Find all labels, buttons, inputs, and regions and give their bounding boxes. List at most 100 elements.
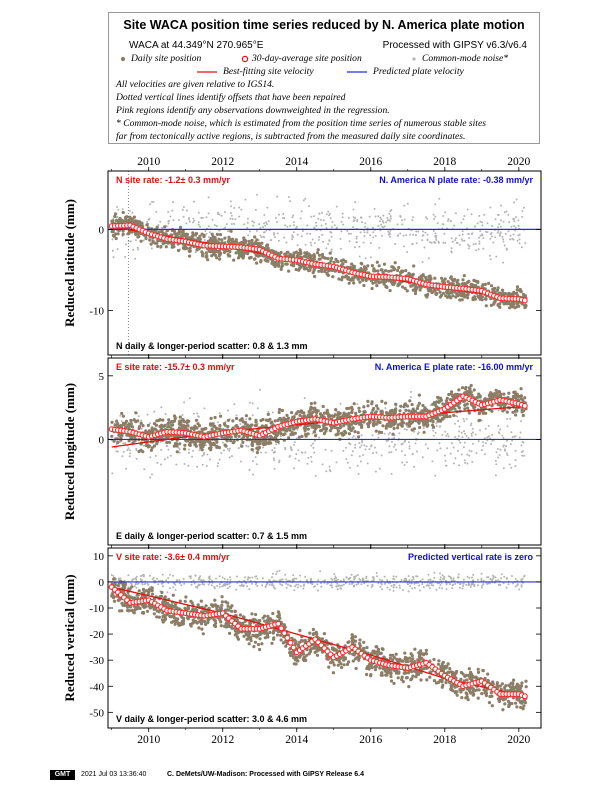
common-mode-point <box>255 463 258 466</box>
daily-point <box>505 410 509 414</box>
common-mode-point <box>285 586 288 589</box>
common-mode-point <box>465 583 468 586</box>
daily-point <box>156 244 160 248</box>
common-mode-point <box>517 219 520 222</box>
daily-point <box>254 240 258 244</box>
common-mode-point <box>276 570 279 573</box>
common-mode-point <box>221 576 224 579</box>
daily-point <box>393 261 397 265</box>
daily-point <box>149 242 153 246</box>
common-mode-point <box>514 435 517 438</box>
daily-point <box>418 288 422 292</box>
common-mode-point <box>229 212 232 215</box>
daily-point <box>344 412 348 416</box>
common-mode-point <box>411 216 414 219</box>
common-mode-point <box>447 218 450 221</box>
daily-point <box>357 435 361 439</box>
daily-point <box>398 409 402 413</box>
daily-point <box>262 443 266 447</box>
daily-point <box>344 260 348 264</box>
daily-point <box>399 404 403 408</box>
daily-point <box>254 253 258 257</box>
daily-point <box>287 436 291 440</box>
common-mode-point <box>289 224 292 227</box>
daily-point <box>325 408 329 412</box>
common-mode-point <box>453 422 456 425</box>
common-mode-point <box>421 583 424 586</box>
common-mode-point <box>472 442 474 445</box>
common-mode-point <box>507 583 510 586</box>
common-mode-point <box>276 232 279 235</box>
common-mode-point <box>404 454 406 457</box>
common-mode-point <box>352 216 355 219</box>
common-mode-point <box>520 451 523 454</box>
daily-point <box>184 439 189 443</box>
common-mode-point <box>325 213 328 216</box>
common-mode-point <box>499 231 502 234</box>
common-mode-point <box>500 219 503 222</box>
daily-point <box>198 443 202 447</box>
common-mode-point <box>400 450 403 453</box>
common-mode-point <box>418 584 421 587</box>
common-mode-point <box>267 220 270 223</box>
common-mode-point <box>203 407 206 410</box>
daily-point <box>368 420 372 424</box>
common-mode-point <box>477 578 479 581</box>
common-mode-point <box>442 241 445 244</box>
common-mode-point <box>490 235 493 238</box>
common-mode-point <box>400 579 403 581</box>
daily-point <box>448 414 452 419</box>
common-mode-point <box>519 431 522 434</box>
daily-point <box>334 408 338 412</box>
common-mode-point <box>518 238 521 241</box>
common-mode-point <box>480 449 483 452</box>
common-mode-point <box>318 212 321 215</box>
common-mode-point <box>491 434 494 436</box>
common-mode-point <box>502 467 505 470</box>
common-mode-point <box>192 221 195 224</box>
daily-point <box>434 292 438 296</box>
common-mode-point <box>224 420 227 423</box>
common-mode-point <box>178 582 181 585</box>
common-mode-point <box>313 227 316 230</box>
daily-point <box>232 258 236 262</box>
common-mode-point <box>498 223 501 226</box>
daily-point <box>449 275 453 279</box>
common-mode-point <box>504 449 507 452</box>
common-mode-point <box>435 239 438 241</box>
common-mode-point <box>408 447 411 450</box>
note-line: Pink regions identify any observations d… <box>116 105 390 116</box>
daily-point <box>493 392 497 396</box>
common-mode-point <box>335 461 338 464</box>
common-mode-point <box>502 444 505 447</box>
daily-point <box>159 245 163 249</box>
common-mode-point <box>263 231 266 234</box>
daily-point <box>285 428 289 432</box>
common-mode-point <box>330 577 333 580</box>
common-mode-point <box>479 429 481 432</box>
common-mode-point <box>458 425 461 428</box>
common-mode-point <box>462 585 465 587</box>
daily-point <box>336 260 340 264</box>
common-mode-point <box>264 224 267 227</box>
daily-point <box>463 403 467 407</box>
common-mode-point <box>502 238 505 241</box>
common-mode-point <box>325 227 328 230</box>
daily-point <box>523 294 527 298</box>
common-mode-point <box>209 231 211 234</box>
common-mode-point <box>470 233 473 236</box>
daily-point <box>145 223 149 227</box>
daily-point <box>328 429 332 433</box>
common-mode-point <box>139 575 142 577</box>
common-mode-point <box>151 473 153 476</box>
daily-point <box>167 440 171 444</box>
common-mode-point <box>135 447 138 450</box>
common-mode-point <box>408 445 411 448</box>
common-mode-point <box>185 209 188 212</box>
daily-point <box>464 293 468 297</box>
common-mode-point <box>346 229 349 232</box>
daily-point <box>350 277 354 281</box>
common-mode-point <box>514 585 517 588</box>
daily-point <box>466 406 470 410</box>
daily-point <box>273 419 277 423</box>
